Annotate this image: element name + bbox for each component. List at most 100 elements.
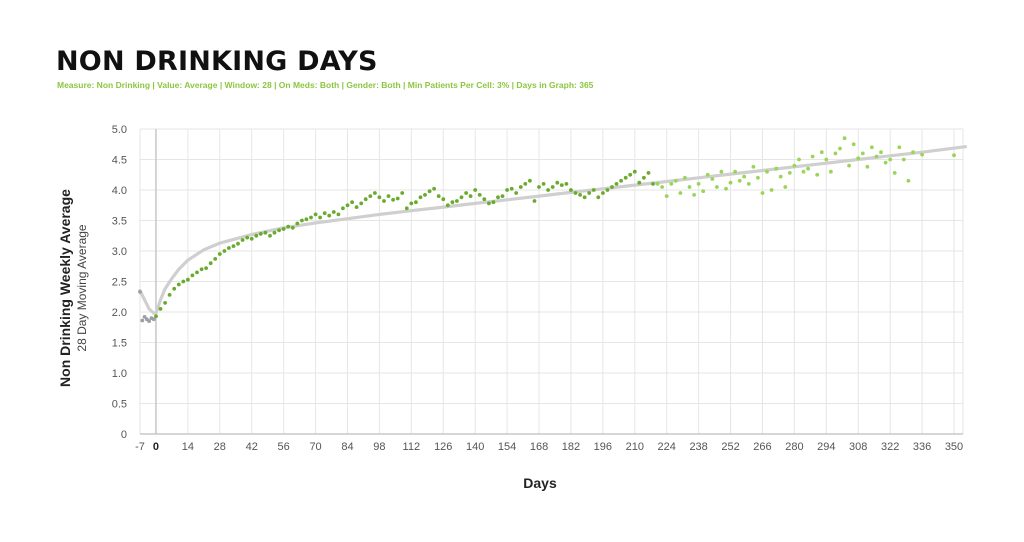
- data-point: [459, 195, 464, 200]
- data-point: [304, 217, 309, 222]
- data-point: [395, 196, 400, 201]
- data-point: [368, 194, 373, 199]
- data-point: [373, 191, 377, 195]
- data-point: [737, 178, 742, 183]
- data-point: [176, 282, 181, 287]
- data-point: [190, 273, 195, 278]
- data-point: [254, 233, 259, 238]
- data-point: [865, 164, 870, 169]
- data-point: [810, 154, 815, 159]
- x-tick-label: 84: [341, 441, 353, 453]
- data-point: [286, 224, 291, 229]
- data-point: [217, 252, 222, 256]
- data-point: [309, 215, 313, 220]
- data-point: [605, 188, 610, 192]
- data-point: [692, 193, 696, 197]
- data-point: [400, 191, 405, 195]
- y-axis-title: Non Drinking Weekly Average: [57, 189, 73, 387]
- data-point: [436, 194, 441, 199]
- data-points: [138, 136, 956, 323]
- data-point: [847, 163, 851, 168]
- data-point: [181, 279, 186, 284]
- data-point: [268, 233, 272, 238]
- data-point: [879, 150, 883, 155]
- x-tick-label: 182: [562, 441, 580, 453]
- data-point: [651, 182, 655, 186]
- data-point: [509, 186, 514, 191]
- data-point: [500, 194, 505, 199]
- data-point: [245, 235, 250, 240]
- data-point: [591, 188, 596, 192]
- data-point: [336, 212, 341, 217]
- data-point: [227, 246, 231, 250]
- data-point: [300, 218, 304, 223]
- data-point: [163, 301, 168, 305]
- y-tick-label: 4.0: [112, 185, 127, 197]
- data-point: [728, 180, 733, 185]
- data-point: [423, 193, 427, 197]
- x-tick-label: 280: [785, 441, 803, 453]
- y-tick-label: 0.5: [112, 399, 127, 411]
- x-tick-label: 238: [689, 441, 707, 453]
- data-point: [901, 157, 906, 162]
- x-tick-label: 224: [658, 441, 676, 453]
- data-point: [564, 182, 569, 186]
- data-point: [906, 178, 911, 183]
- data-point: [391, 197, 395, 202]
- data-point: [363, 197, 368, 202]
- data-point: [249, 236, 254, 241]
- data-point: [601, 191, 605, 195]
- x-tick-label: 168: [530, 441, 548, 453]
- data-point: [195, 270, 199, 275]
- data-point: [569, 188, 573, 192]
- data-point: [523, 182, 528, 186]
- chart-title: NON DRINKING DAYS: [56, 46, 378, 77]
- data-point: [952, 153, 956, 158]
- data-point: [724, 186, 728, 191]
- data-point: [838, 146, 842, 151]
- y-tick-label: 1.0: [112, 368, 127, 380]
- data-point: [824, 157, 829, 162]
- data-point: [208, 261, 213, 266]
- data-point: [733, 169, 737, 174]
- data-point: [829, 169, 833, 174]
- data-point: [409, 201, 414, 206]
- x-axis-title: Days: [523, 475, 557, 491]
- data-point: [213, 257, 218, 261]
- data-point: [756, 175, 760, 180]
- data-point: [331, 210, 336, 214]
- data-point: [318, 215, 322, 220]
- data-point: [505, 188, 509, 192]
- data-point: [870, 145, 874, 150]
- data-point: [258, 232, 263, 236]
- data-point: [455, 199, 459, 203]
- data-point: [167, 293, 172, 297]
- data-point: [787, 171, 792, 175]
- data-point: [537, 185, 541, 189]
- data-point: [655, 182, 660, 186]
- chart-axes: [140, 129, 963, 435]
- data-point: [719, 169, 724, 174]
- x-tick-label: 210: [626, 441, 644, 453]
- data-point: [477, 193, 482, 197]
- data-point: [642, 175, 646, 180]
- data-point: [546, 188, 550, 192]
- data-point: [742, 174, 747, 179]
- data-point: [418, 195, 423, 200]
- data-point: [345, 203, 350, 208]
- data-point: [404, 206, 409, 211]
- data-point: [151, 317, 156, 322]
- data-point: [186, 277, 190, 282]
- data-point: [350, 200, 354, 205]
- data-point: [860, 151, 865, 156]
- data-point: [199, 267, 204, 272]
- data-point: [154, 314, 158, 319]
- data-point: [628, 172, 633, 177]
- data-point: [623, 175, 628, 180]
- data-point: [797, 157, 801, 162]
- data-point: [341, 206, 345, 211]
- data-point: [359, 201, 364, 206]
- x-tick-label: 308: [849, 441, 867, 453]
- x-tick-label: 0: [153, 441, 159, 453]
- data-point: [272, 230, 277, 235]
